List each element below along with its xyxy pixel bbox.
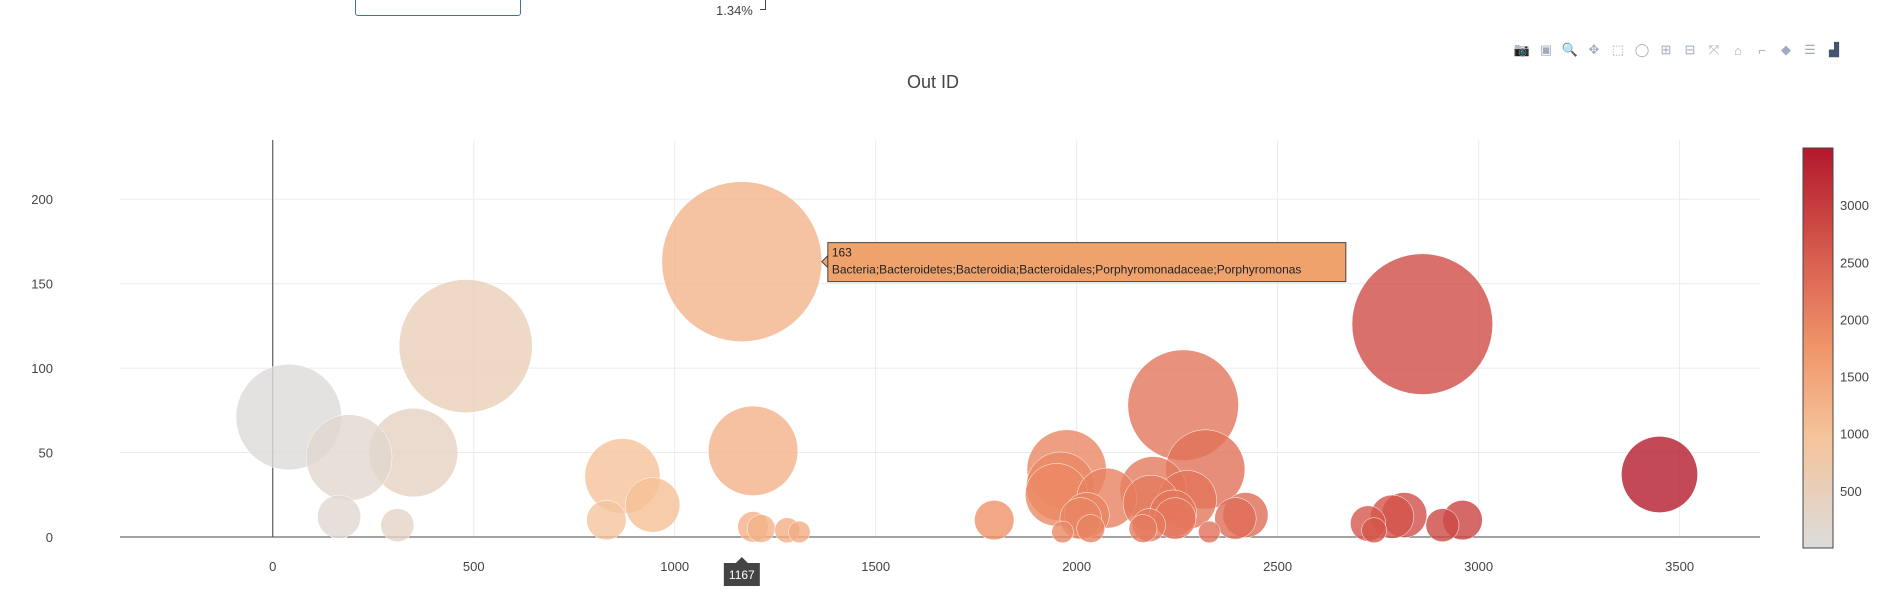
colorbar-tick-label: 1000 xyxy=(1840,427,1869,442)
save-icon[interactable]: ▣ xyxy=(1539,42,1553,57)
hover-compare-icon[interactable]: ☰ xyxy=(1804,42,1816,57)
x-tick-label: 2000 xyxy=(1062,559,1091,574)
bubble-point xyxy=(586,500,627,541)
pie-percent-label: 1.34% xyxy=(716,3,753,18)
hover-pointer xyxy=(821,254,829,269)
zoom-icon[interactable]: 🔍 xyxy=(1561,42,1579,57)
y-tick-label: 100 xyxy=(31,361,53,376)
bubble-point xyxy=(1425,508,1460,543)
bubble-point xyxy=(1128,514,1158,543)
colorbar-tick-label: 1500 xyxy=(1840,370,1869,385)
bubble-point xyxy=(1051,520,1074,544)
bubble-point xyxy=(1214,497,1257,540)
hover-closest-icon[interactable]: ◆ xyxy=(1781,42,1791,57)
autoscale-icon[interactable]: ⤧ xyxy=(1708,42,1720,57)
bubble-point xyxy=(1361,517,1387,544)
bubble-point xyxy=(398,279,533,413)
hover-taxonomy-text: Bacteria;Bacteroidetes;Bacteroidia;Bacte… xyxy=(832,263,1302,277)
bubble-point xyxy=(1198,520,1221,544)
x-hover-label-box xyxy=(723,557,760,586)
bubble-point xyxy=(661,181,823,342)
pan-icon[interactable]: ✥ xyxy=(1588,42,1600,57)
plot-modebar: 📷 ▣ 🔍 ✥ ⬚ ◯ ⊞ ⊟ ⤧ ⌂ ⌐ ◆ ☰ ▟ xyxy=(1512,40,1844,60)
zoom-in-icon[interactable]: ⊞ xyxy=(1660,42,1672,57)
x-tick-label: 1500 xyxy=(861,559,890,574)
bubble-point xyxy=(1076,514,1105,543)
y-tick-label: 0 xyxy=(46,530,53,545)
colorbar-tick-label: 2500 xyxy=(1840,255,1869,270)
x-tick-label: 0 xyxy=(269,559,276,574)
colorbar-tick-label: 3000 xyxy=(1840,198,1869,213)
x-tick-label: 1000 xyxy=(660,559,689,574)
x-tick-label: 3000 xyxy=(1464,559,1493,574)
chart-title: Out ID xyxy=(907,72,959,92)
colorbar-tick-label: 500 xyxy=(1840,484,1862,499)
axes: 0 500 1000 1500 2000 2500 3000 3500 0 50 100 150 200 xyxy=(31,140,1760,574)
dropdown-box[interactable] xyxy=(355,0,521,16)
hover-tooltip-box xyxy=(827,242,1347,283)
y-tick-label: 50 xyxy=(39,446,53,461)
bubble-point xyxy=(380,508,415,543)
box-select-icon[interactable]: ⬚ xyxy=(1611,42,1625,57)
spike-lines-icon[interactable]: ⌐ xyxy=(1758,42,1766,58)
lasso-select-icon[interactable]: ◯ xyxy=(1634,42,1650,57)
hover-value: 163 xyxy=(832,246,852,260)
pie-leader-line xyxy=(760,0,766,10)
bubble-point xyxy=(1621,436,1698,513)
colorbar-tick-label: 2000 xyxy=(1840,312,1869,327)
colorbar-gradient xyxy=(1802,147,1834,549)
bubble-point xyxy=(708,405,799,496)
bubble-series xyxy=(235,181,1698,544)
zoom-out-icon[interactable]: ⊟ xyxy=(1684,42,1696,57)
x-tick-label: 2500 xyxy=(1263,559,1292,574)
reset-axes-icon[interactable]: ⌂ xyxy=(1734,42,1742,58)
bubble-point xyxy=(317,494,362,539)
bubble-point xyxy=(625,477,681,533)
hover-layer: 163 Bacteria;Bacteroidetes;Bacteroidia;Ba… xyxy=(723,242,1347,586)
x-tick-label: 500 xyxy=(463,559,485,574)
y-tick-label: 150 xyxy=(31,277,53,292)
bubble-point xyxy=(1351,253,1493,395)
bubble-point xyxy=(788,520,811,544)
bubble-point xyxy=(746,514,776,543)
colorbar: 500 1000 1500 2000 2500 3000 xyxy=(1802,147,1869,549)
y-tick-label: 200 xyxy=(31,192,53,207)
bubble-point xyxy=(974,500,1015,541)
x-hover-label: 1167 xyxy=(729,568,755,582)
camera-icon[interactable]: 📷 xyxy=(1513,42,1531,57)
x-tick-label: 3500 xyxy=(1665,559,1694,574)
plotly-logo-icon[interactable]: ▟ xyxy=(1829,42,1839,57)
bubble-point xyxy=(305,414,393,501)
